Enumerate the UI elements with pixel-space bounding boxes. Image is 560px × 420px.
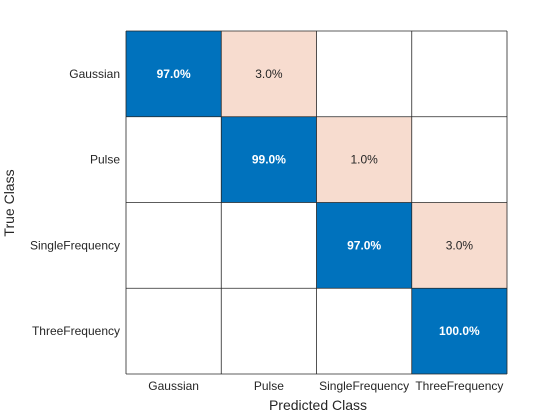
cell-2-3 <box>411 202 507 289</box>
cell-value-3-3: 100.0% <box>439 324 480 338</box>
y-tick-label: Pulse <box>90 153 120 167</box>
y-tick-labels: Gaussian Pulse SingleFrequency ThreeFrequen… <box>30 67 120 338</box>
matrix-cells: 97.0% 3.0% 99.0% 1.0% 97.0% 3.0% 100.0% <box>126 31 507 374</box>
cell-value-2-3: 3.0% <box>446 238 474 252</box>
cell-1-0 <box>126 116 222 203</box>
x-axis-label: Predicted Class <box>269 397 367 413</box>
cell-3-0 <box>126 288 222 374</box>
x-tick-label: Gaussian <box>148 379 199 393</box>
cell-value-1-1: 99.0% <box>252 153 286 167</box>
cell-1-2 <box>316 116 412 203</box>
cell-value-0-0: 97.0% <box>157 67 191 81</box>
cell-1-3 <box>411 116 507 203</box>
cell-0-3 <box>411 31 507 117</box>
y-tick-label: SingleFrequency <box>30 238 120 252</box>
cell-0-0 <box>126 31 222 117</box>
x-tick-label: SingleFrequency <box>319 379 409 393</box>
cell-value-0-1: 3.0% <box>255 67 283 81</box>
x-tick-labels: Gaussian Pulse SingleFrequency ThreeFrequen… <box>148 379 503 393</box>
y-axis-label: True Class <box>1 169 17 236</box>
y-tick-label: Gaussian <box>69 67 120 81</box>
cell-3-1 <box>221 288 317 374</box>
cell-0-2 <box>316 31 412 117</box>
x-tick-label: ThreeFrequency <box>415 379 503 393</box>
cell-value-2-2: 97.0% <box>347 238 381 252</box>
cell-2-0 <box>126 202 222 289</box>
matrix-grid <box>125 30 508 375</box>
cell-0-1 <box>221 31 317 117</box>
y-tick-label: ThreeFrequency <box>32 324 120 338</box>
cell-3-2 <box>316 288 412 374</box>
cell-2-1 <box>221 202 317 289</box>
x-tick-label: Pulse <box>254 379 284 393</box>
cell-3-3 <box>411 288 507 374</box>
cell-1-1 <box>221 116 317 203</box>
cell-2-2 <box>316 202 412 289</box>
cell-value-1-2: 1.0% <box>350 153 378 167</box>
